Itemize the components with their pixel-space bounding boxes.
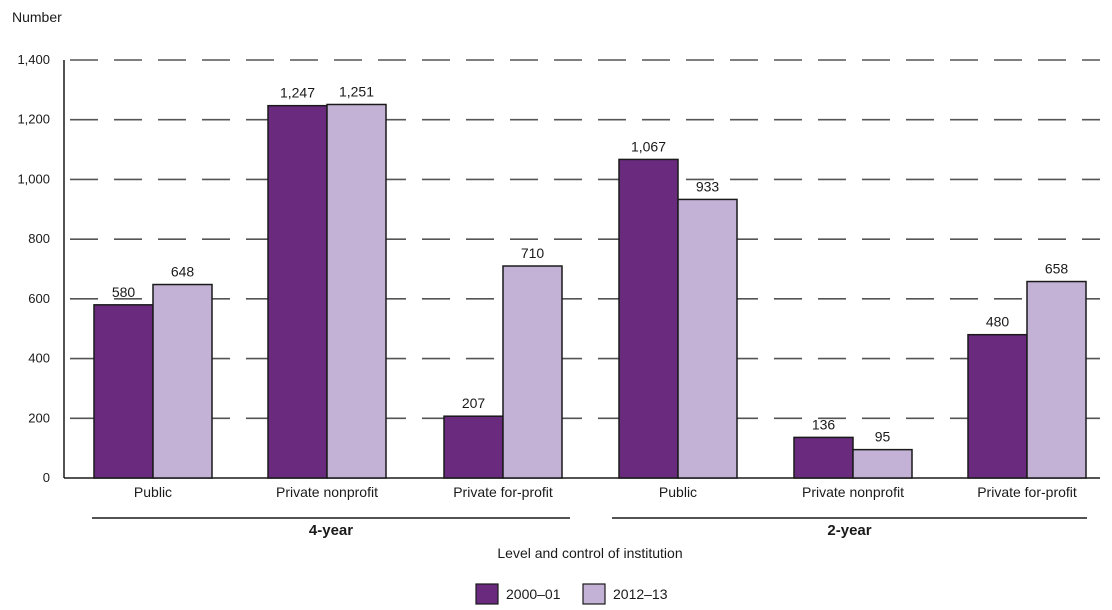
bar-data-label: 480: [986, 314, 1010, 330]
bar: [852, 448, 913, 479]
bar: [93, 304, 154, 479]
bar: [443, 415, 504, 479]
bar-data-label: 710: [521, 245, 545, 261]
legend-swatch: [475, 583, 499, 605]
y-tick-label: 1,400: [17, 52, 50, 67]
legend: 2000–01 2012–13: [475, 583, 668, 605]
legend-label: 2012–13: [613, 586, 668, 602]
y-tick-label: 200: [28, 410, 50, 425]
category-label: Private nonprofit: [802, 484, 904, 500]
group-label: 2-year: [827, 522, 871, 539]
x-axis-title: Level and control of institution: [497, 545, 682, 561]
category-label: Public: [659, 484, 697, 500]
bar: [793, 436, 854, 479]
y-axis-title: Number: [12, 9, 62, 25]
y-tick-label: 600: [28, 291, 50, 306]
y-tick-label: 1,200: [17, 112, 50, 127]
y-tick-label: 400: [28, 351, 50, 366]
legend-label: 2000–01: [506, 586, 561, 602]
category-label: Private for-profit: [977, 484, 1077, 500]
category-labels: Public Private nonprofit Private for-profi…: [134, 484, 1077, 500]
y-tick-label: 800: [28, 231, 50, 246]
category-label: Private nonprofit: [276, 484, 378, 500]
category-label: Public: [134, 484, 172, 500]
bar-data-label: 1,067: [631, 138, 666, 154]
bar-data-label: 136: [812, 416, 836, 432]
legend-swatch: [582, 583, 606, 605]
bar: [326, 103, 387, 479]
bar: [967, 333, 1028, 479]
gridlines: [70, 59, 1100, 420]
category-label: Private for-profit: [453, 484, 553, 500]
bar: [1026, 280, 1087, 479]
bar-data-label: 933: [696, 178, 720, 194]
y-axis-ticks: 0 200 400 600 800 1,000 1,200 1,400: [17, 52, 50, 485]
bar-data-label: 648: [171, 264, 195, 280]
bar: [502, 265, 563, 479]
bar: [677, 198, 738, 479]
bar-data-label: 95: [875, 429, 891, 445]
bar: [152, 283, 213, 479]
bar-data-label: 580: [112, 284, 136, 300]
y-tick-label: 0: [43, 470, 50, 485]
bar-data-label: 1,251: [339, 83, 374, 99]
bars: [93, 103, 1087, 479]
y-tick-label: 1,000: [17, 171, 50, 186]
bar: [618, 158, 679, 479]
bar-data-label: 1,247: [280, 85, 315, 101]
group-label: 4-year: [309, 522, 353, 539]
bar-data-label: 658: [1045, 261, 1069, 277]
group-labels: 4-year 2-year: [92, 517, 1087, 539]
bar-data-label: 207: [462, 395, 486, 411]
bar: [267, 104, 328, 479]
data-labels: 580 1,247 207 1,067 136 480 648 1,251 710 933 95 65…: [112, 83, 1069, 444]
